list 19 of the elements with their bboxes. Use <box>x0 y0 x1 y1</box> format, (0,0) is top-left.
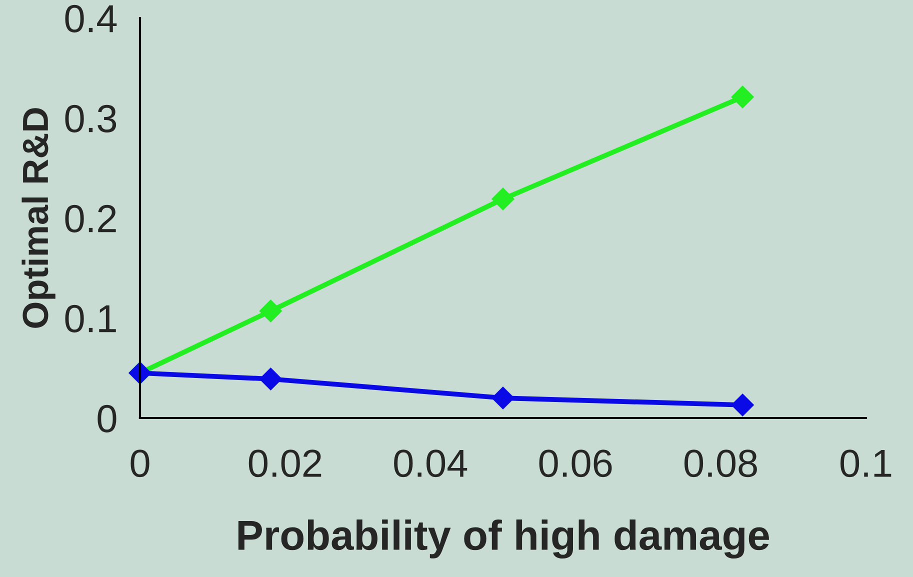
x-tick-label: 0.1 <box>840 450 892 478</box>
point <box>731 86 754 108</box>
x-tick-label: 0.04 <box>394 450 468 478</box>
x-tick-label: 0.02 <box>248 450 322 478</box>
point <box>259 300 282 322</box>
y-tick-label: 0.4 <box>65 4 117 32</box>
x-axis-title: Probability of high damage <box>238 520 769 559</box>
point <box>492 188 514 210</box>
y-tick-label: 0.1 <box>65 304 116 332</box>
y-tick-label: 0.2 <box>65 204 116 232</box>
y-tick-label: 0 <box>98 404 116 432</box>
y-axis-title: Optimal R&D <box>22 108 56 328</box>
x-tick-label: 0.06 <box>539 450 612 478</box>
point <box>731 394 754 416</box>
x-tick-label: 0 <box>130 450 150 478</box>
x-tick-label: 0.08 <box>684 450 757 478</box>
y-tick-label: 0.3 <box>65 104 116 132</box>
point <box>259 368 282 390</box>
point <box>492 386 514 410</box>
